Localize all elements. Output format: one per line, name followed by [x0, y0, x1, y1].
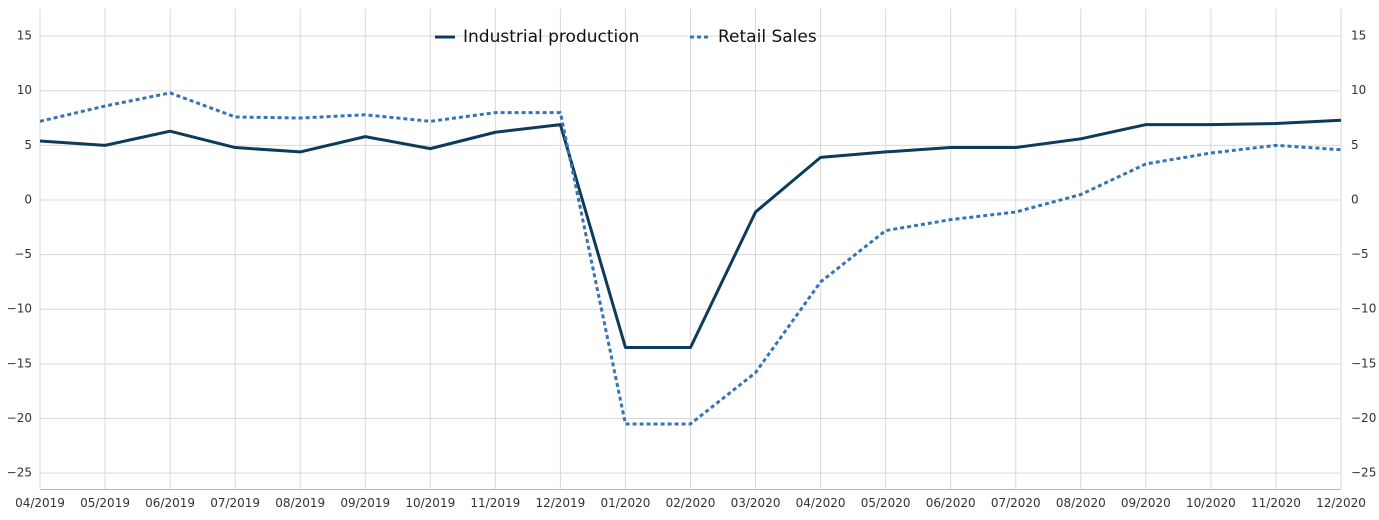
x-tick-label: 07/2020 [991, 496, 1041, 510]
x-tick-label: 12/2019 [535, 496, 585, 510]
x-tick-label: 11/2019 [470, 496, 520, 510]
x-tick-label: 10/2019 [405, 496, 455, 510]
x-tick-label: 05/2020 [861, 496, 911, 510]
y-tick-label: −5 [14, 247, 32, 261]
x-tick-label: 12/2020 [1316, 496, 1366, 510]
x-tick-label: 06/2020 [926, 496, 976, 510]
x-tick-label: 09/2019 [340, 496, 390, 510]
x-tick-label: 04/2019 [15, 496, 65, 510]
y-tick-label: 5 [24, 138, 32, 152]
x-tick-label: 08/2020 [1056, 496, 1106, 510]
x-tick-label: 08/2019 [275, 496, 325, 510]
y2-tick-label: 15 [1351, 29, 1366, 43]
x-tick-label: 06/2019 [145, 496, 195, 510]
legend-label: Retail Sales [718, 27, 817, 47]
series-line [39, 91, 1342, 426]
y2-tick-label: −5 [1351, 247, 1369, 261]
x-tick-label: 04/2020 [796, 496, 846, 510]
y-tick-label: 0 [24, 192, 32, 206]
x-tick-label: 09/2020 [1121, 496, 1171, 510]
x-tick-label: 03/2020 [731, 496, 781, 510]
x-tick-label: 01/2020 [601, 496, 651, 510]
y2-tick-label: −20 [1351, 411, 1376, 425]
x-tick-label: 02/2020 [666, 496, 716, 510]
y-tick-label: −15 [7, 356, 32, 370]
y-tick-label: −20 [7, 411, 32, 425]
x-tick-label: 07/2019 [210, 496, 260, 510]
series-line [39, 118, 1342, 349]
legend-label: Industrial production [463, 27, 639, 47]
y2-tick-label: −15 [1351, 356, 1376, 370]
y-tick-label: 10 [17, 83, 32, 97]
y2-tick-label: 10 [1351, 83, 1366, 97]
x-tick-label: 05/2019 [80, 496, 130, 510]
y-tick-label: −25 [7, 466, 32, 480]
y-tick-label: −10 [7, 302, 32, 316]
y2-tick-label: −25 [1351, 466, 1376, 480]
y-tick-label: 15 [17, 29, 32, 43]
y2-tick-label: 5 [1351, 138, 1359, 152]
x-tick-label: 10/2020 [1186, 496, 1236, 510]
y2-tick-label: 0 [1351, 192, 1359, 206]
y2-tick-label: −10 [1351, 302, 1376, 316]
x-tick-label: 11/2020 [1251, 496, 1301, 510]
